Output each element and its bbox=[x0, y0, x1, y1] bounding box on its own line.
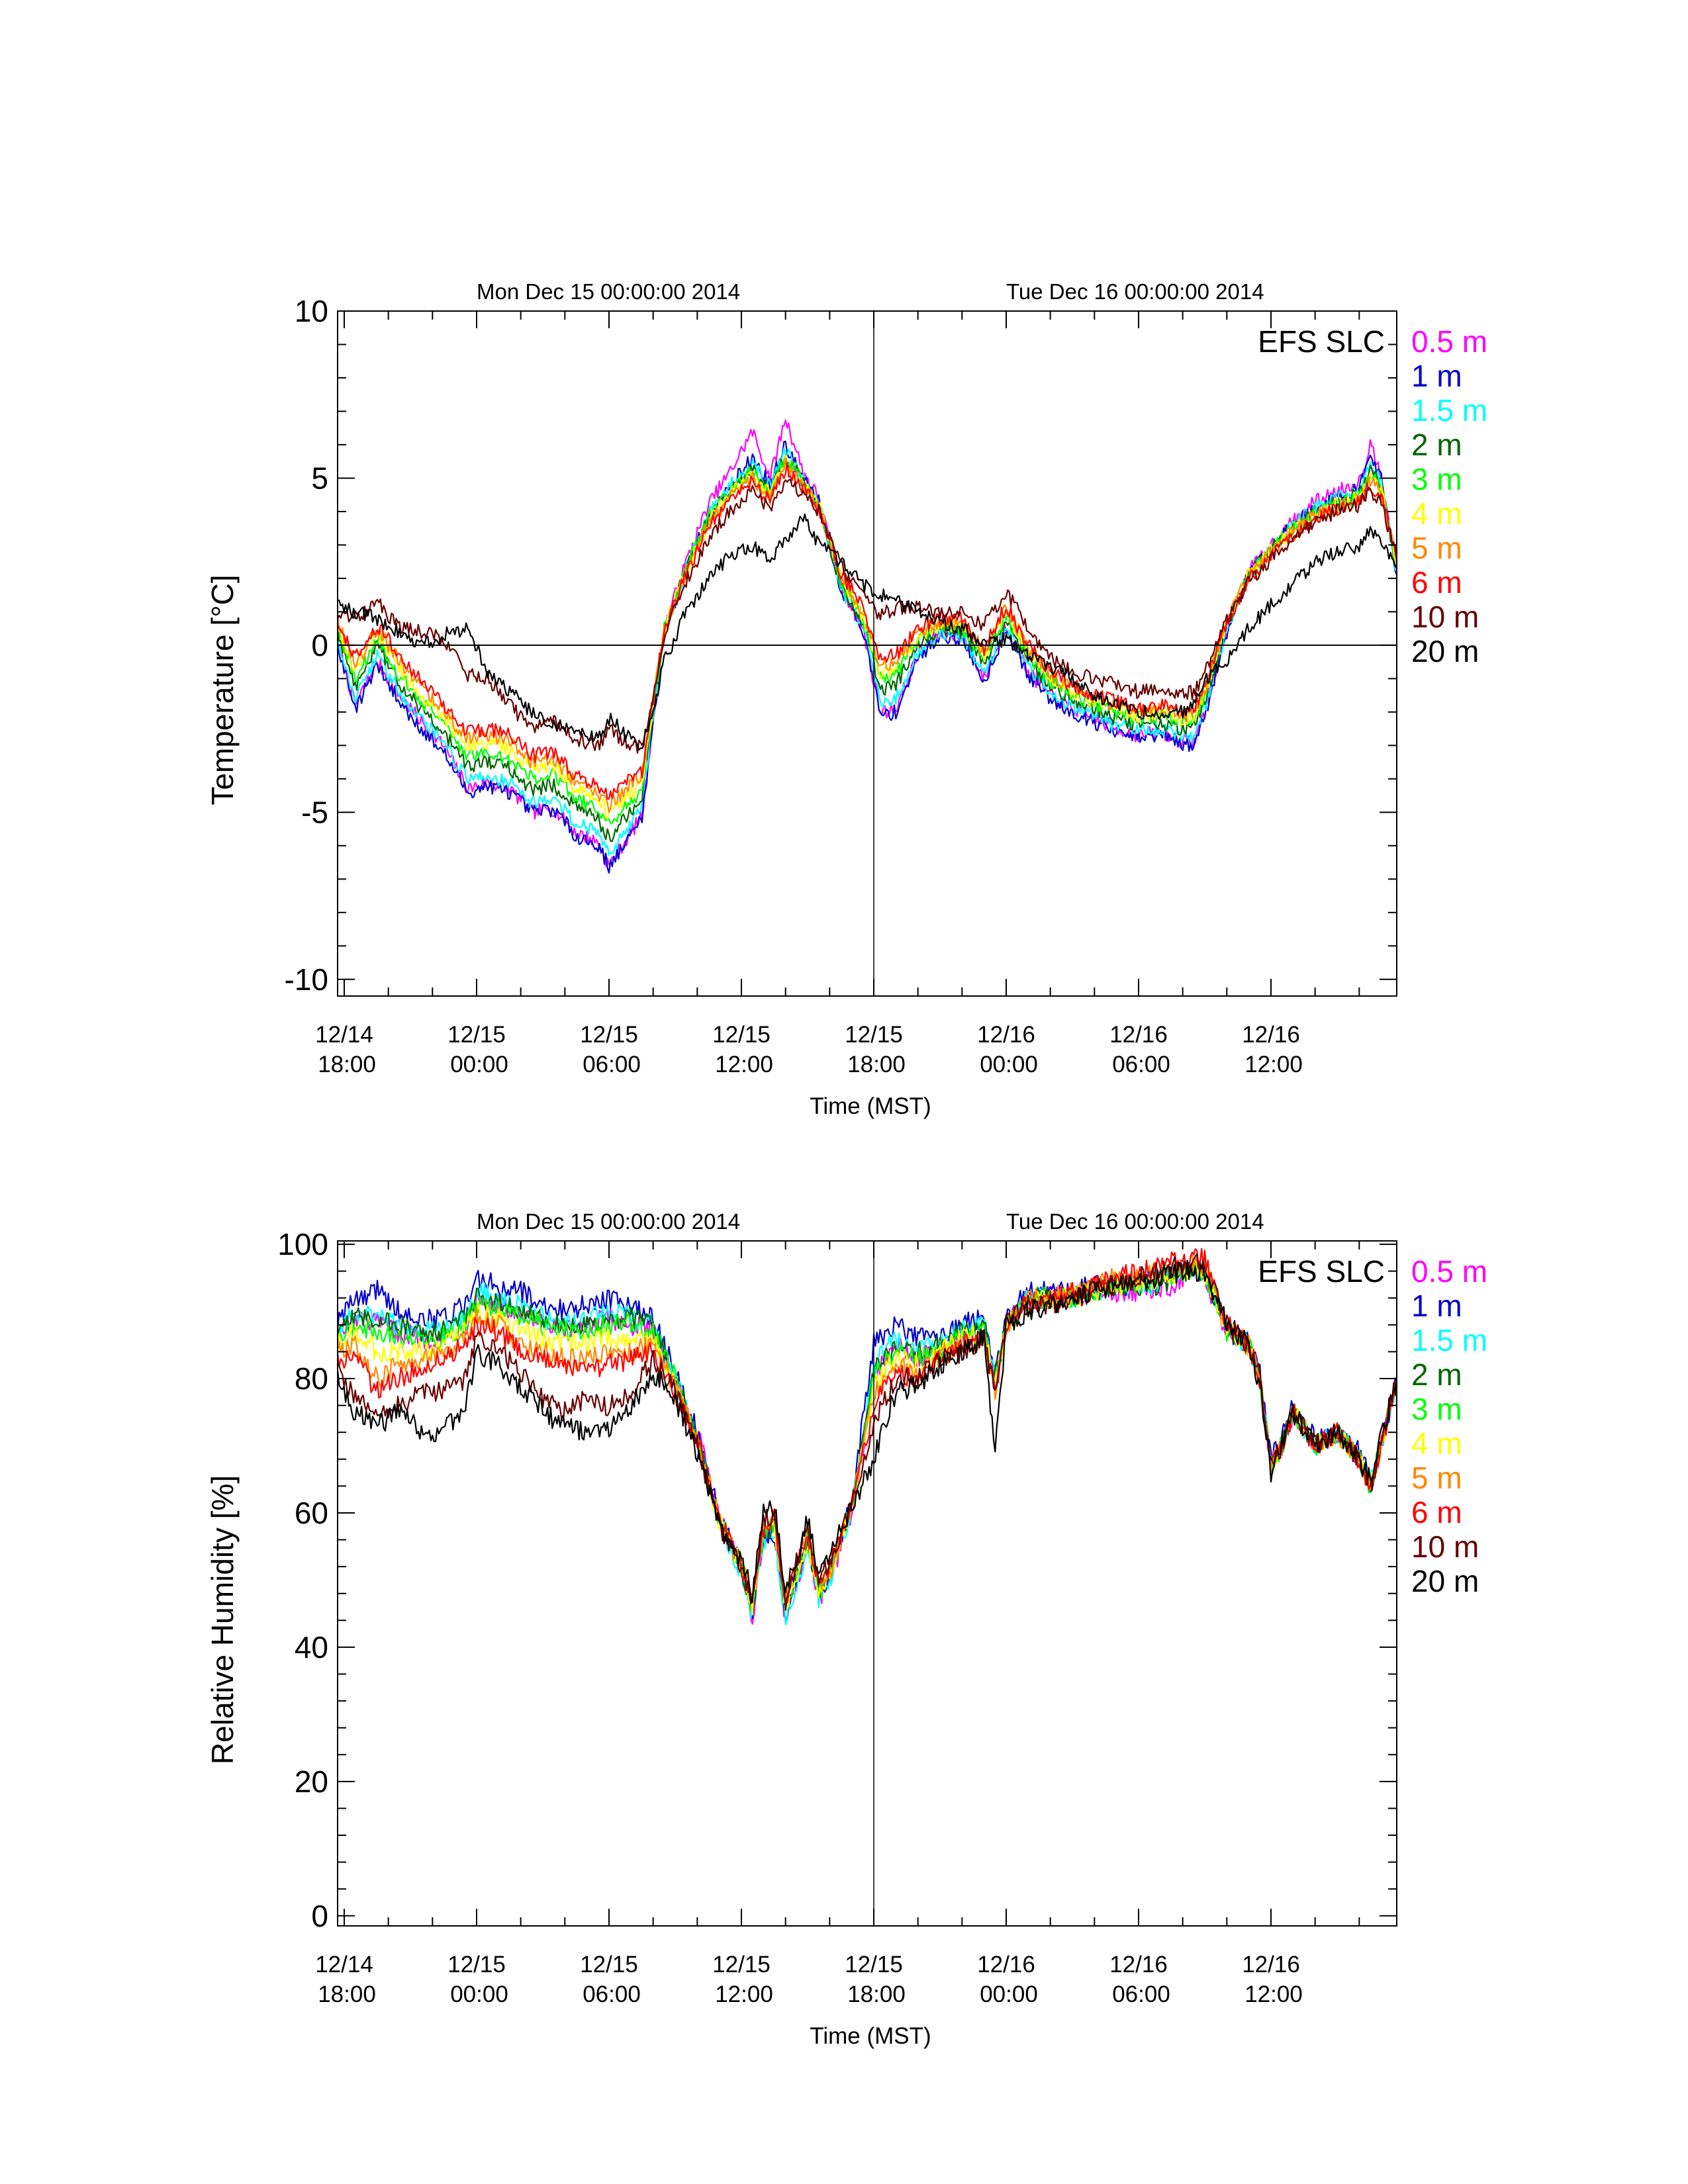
top-date-label: Tue Dec 16 00:00:00 2014 bbox=[1006, 279, 1264, 304]
y-tick-label: 100 bbox=[277, 1227, 328, 1261]
x-tick-time: 00:00 bbox=[980, 1981, 1038, 2007]
series-line-1-m bbox=[338, 440, 1397, 874]
legend-entry: 3 m bbox=[1411, 1392, 1462, 1426]
x-tick-date: 12/16 bbox=[1242, 1022, 1300, 1048]
series-line-1-5-m bbox=[338, 447, 1397, 856]
x-tick-date: 12/15 bbox=[447, 1952, 506, 1978]
y-tick-label: 5 bbox=[311, 461, 328, 495]
legend-entry: 1.5 m bbox=[1411, 393, 1487, 428]
x-tick-date: 12/15 bbox=[712, 1952, 771, 1978]
x-tick-date: 12/16 bbox=[1242, 1952, 1300, 1978]
x-tick-time: 00:00 bbox=[450, 1052, 508, 1077]
series-line-20-m bbox=[338, 1259, 1397, 1603]
x-tick-time: 06:00 bbox=[1112, 1052, 1170, 1077]
y-axis-label: Temperature [°C] bbox=[205, 574, 240, 805]
legend: 0.5 m1 m1.5 m2 m3 m4 m5 m6 m10 m20 m bbox=[1411, 324, 1487, 668]
x-tick-time: 18:00 bbox=[318, 1981, 376, 2007]
y-tick-label: 40 bbox=[295, 1630, 328, 1664]
plot-frame bbox=[337, 1240, 1397, 1927]
y-tick-labels: 10 5 0 -5 -10 bbox=[285, 294, 328, 997]
legend-entry: 1.5 m bbox=[1411, 1323, 1487, 1357]
station-label: EFS SLC bbox=[1258, 324, 1385, 359]
legend-entry: 4 m bbox=[1411, 496, 1462, 531]
legend-entry: 6 m bbox=[1411, 565, 1462, 600]
y-tick-label: 80 bbox=[295, 1361, 328, 1396]
legend-entry: 4 m bbox=[1411, 1426, 1462, 1461]
plot-lines bbox=[338, 1248, 1397, 1625]
x-tick-date: 12/15 bbox=[580, 1952, 638, 1978]
y-tick-label: 60 bbox=[295, 1496, 328, 1530]
legend-entry: 10 m bbox=[1411, 1529, 1479, 1564]
x-tick-time: 06:00 bbox=[583, 1052, 641, 1077]
x-tick-date: 12/14 bbox=[315, 1952, 373, 1978]
x-tick-time: 06:00 bbox=[583, 1981, 641, 2007]
plot-frame bbox=[337, 310, 1397, 997]
y-tick-label: -5 bbox=[301, 795, 328, 829]
x-tick-time: 18:00 bbox=[847, 1981, 906, 2007]
legend-entry: 20 m bbox=[1411, 1564, 1479, 1598]
series-line-20-m bbox=[338, 513, 1397, 751]
x-tick-date: 12/15 bbox=[845, 1952, 903, 1978]
axis-ticks bbox=[338, 1241, 1397, 1926]
y-tick-label: 20 bbox=[295, 1764, 328, 1799]
x-tick-time: 18:00 bbox=[318, 1052, 376, 1077]
axis-ticks bbox=[338, 310, 1397, 996]
x-tick-date: 12/15 bbox=[580, 1022, 638, 1048]
series-line-6-m bbox=[338, 1248, 1397, 1604]
x-axis-label: Time (MST) bbox=[810, 2023, 931, 2049]
x-tick-date: 12/15 bbox=[845, 1022, 903, 1048]
legend-entry: 10 m bbox=[1411, 600, 1479, 634]
x-tick-time: 12:00 bbox=[715, 1981, 773, 2007]
x-tick-time: 00:00 bbox=[450, 1981, 508, 2007]
x-tick-labels: 12/14 18:00 12/15 00:00 12/15 06:00 12/15 12:00… bbox=[315, 1952, 1303, 2007]
y-tick-label: 10 bbox=[295, 294, 328, 328]
series-line-10-m bbox=[338, 478, 1397, 754]
station-label: EFS SLC bbox=[1258, 1254, 1385, 1289]
x-tick-date: 12/15 bbox=[447, 1022, 506, 1048]
x-tick-time: 06:00 bbox=[1112, 1981, 1170, 2007]
legend-entry: 0.5 m bbox=[1411, 324, 1487, 359]
x-tick-date: 12/15 bbox=[712, 1022, 771, 1048]
series-line-6-m bbox=[338, 461, 1397, 800]
x-tick-date: 12/16 bbox=[1109, 1022, 1168, 1048]
legend-entry: 3 m bbox=[1411, 462, 1462, 496]
legend-entry: 1 m bbox=[1411, 359, 1462, 393]
top-date-labels: Mon Dec 15 00:00:00 2014 Tue Dec 16 00:0… bbox=[477, 1209, 1264, 1234]
top-date-label: Mon Dec 15 00:00:00 2014 bbox=[477, 279, 740, 304]
humidity-chart: Mon Dec 15 00:00:00 2014 Tue Dec 16 00:0… bbox=[205, 1209, 1487, 2049]
legend-entry: 20 m bbox=[1411, 634, 1479, 668]
legend-entry: 0.5 m bbox=[1411, 1254, 1487, 1289]
x-tick-time: 12:00 bbox=[1244, 1981, 1303, 2007]
legend-entry: 1 m bbox=[1411, 1289, 1462, 1323]
x-tick-time: 12:00 bbox=[715, 1052, 773, 1077]
x-tick-date: 12/16 bbox=[977, 1952, 1035, 1978]
x-tick-labels: 12/14 18:00 12/15 00:00 12/15 06:00 12/15 12:00… bbox=[315, 1022, 1303, 1077]
x-tick-time: 12:00 bbox=[1244, 1052, 1303, 1077]
series-line-10-m bbox=[338, 1253, 1397, 1611]
legend-entry: 2 m bbox=[1411, 428, 1462, 462]
x-tick-date: 12/16 bbox=[977, 1022, 1035, 1048]
y-tick-label: 0 bbox=[311, 1899, 328, 1933]
y-axis-label: Relative Humidity [%] bbox=[205, 1475, 240, 1764]
y-tick-labels: 100 80 60 40 20 0 bbox=[277, 1227, 328, 1933]
top-date-label: Mon Dec 15 00:00:00 2014 bbox=[477, 1209, 740, 1234]
x-tick-time: 18:00 bbox=[847, 1052, 906, 1077]
x-tick-date: 12/16 bbox=[1109, 1952, 1168, 1978]
x-tick-time: 00:00 bbox=[980, 1052, 1038, 1077]
y-tick-label: 0 bbox=[311, 628, 328, 662]
legend: 0.5 m1 m1.5 m2 m3 m4 m5 m6 m10 m20 m bbox=[1411, 1254, 1487, 1598]
legend-entry: 5 m bbox=[1411, 531, 1462, 565]
top-date-label: Tue Dec 16 00:00:00 2014 bbox=[1006, 1209, 1264, 1234]
legend-entry: 5 m bbox=[1411, 1461, 1462, 1495]
legend-entry: 6 m bbox=[1411, 1495, 1462, 1529]
x-axis-label: Time (MST) bbox=[810, 1093, 931, 1119]
x-tick-date: 12/14 bbox=[315, 1022, 373, 1048]
reference-lines bbox=[338, 311, 1397, 996]
top-date-labels: Mon Dec 15 00:00:00 2014 Tue Dec 16 00:0… bbox=[477, 279, 1264, 304]
y-tick-label: -10 bbox=[285, 962, 328, 997]
temperature-chart: Mon Dec 15 00:00:00 2014 Tue Dec 16 00:0… bbox=[205, 279, 1487, 1119]
legend-entry: 2 m bbox=[1411, 1357, 1462, 1392]
